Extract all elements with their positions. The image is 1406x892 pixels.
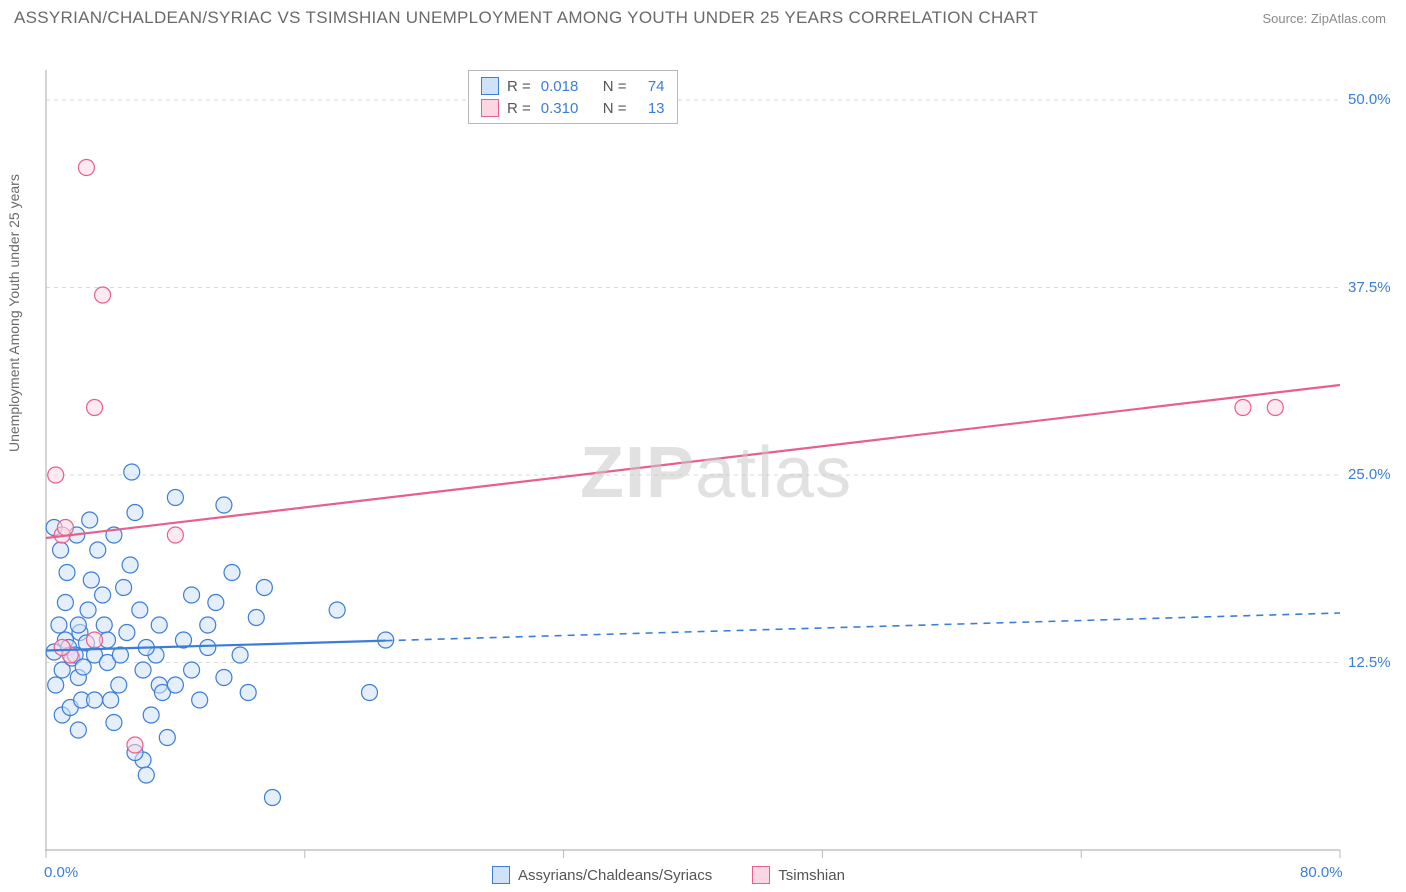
- legend-swatch: [481, 99, 499, 117]
- y-tick-label: 25.0%: [1348, 466, 1391, 483]
- legend-swatch: [481, 77, 499, 95]
- r-value: 0.310: [541, 100, 595, 117]
- series-label: Tsimshian: [778, 867, 845, 884]
- series-label: Assyrians/Chaldeans/Syriacs: [518, 867, 712, 884]
- series-legend-item: Assyrians/Chaldeans/Syriacs: [492, 866, 712, 884]
- y-tick-label: 50.0%: [1348, 91, 1391, 108]
- source-label: Source: ZipAtlas.com: [1262, 11, 1386, 26]
- stats-legend: R = 0.018 N = 74 R = 0.310 N = 13: [468, 70, 678, 124]
- x-tick-label: 80.0%: [1300, 864, 1343, 881]
- page-title: ASSYRIAN/CHALDEAN/SYRIAC VS TSIMSHIAN UN…: [14, 8, 1038, 28]
- series-legend: Assyrians/Chaldeans/Syriacs Tsimshian: [492, 866, 845, 884]
- stats-legend-row: R = 0.018 N = 74: [479, 75, 667, 97]
- scatter-plot: [0, 32, 1406, 892]
- header: ASSYRIAN/CHALDEAN/SYRIAC VS TSIMSHIAN UN…: [0, 0, 1406, 32]
- series-legend-item: Tsimshian: [752, 866, 845, 884]
- chart-area: Unemployment Among Youth under 25 years …: [0, 32, 1406, 886]
- legend-swatch: [492, 866, 510, 884]
- x-tick-label: 0.0%: [44, 864, 78, 881]
- r-value: 0.018: [541, 78, 595, 95]
- r-label: R =: [507, 78, 531, 95]
- legend-swatch: [752, 866, 770, 884]
- n-value: 74: [637, 78, 665, 95]
- r-label: R =: [507, 100, 531, 117]
- n-value: 13: [637, 100, 665, 117]
- y-tick-label: 12.5%: [1348, 654, 1391, 671]
- stats-legend-row: R = 0.310 N = 13: [479, 97, 667, 119]
- n-label: N =: [603, 100, 627, 117]
- n-label: N =: [603, 78, 627, 95]
- y-tick-label: 37.5%: [1348, 279, 1391, 296]
